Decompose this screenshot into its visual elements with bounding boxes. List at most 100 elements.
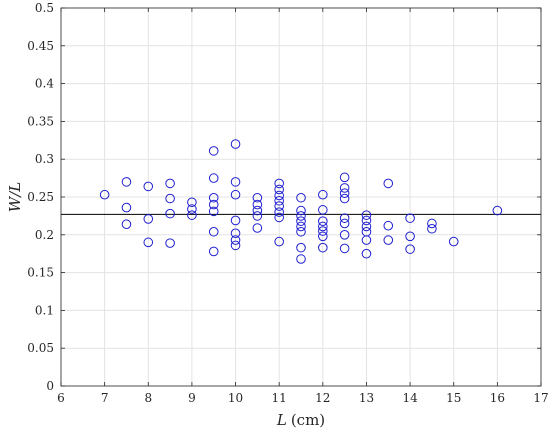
x-tick-label: 17 xyxy=(533,391,548,405)
data-point xyxy=(383,235,394,245)
data-point xyxy=(339,172,350,183)
data-point xyxy=(274,195,284,206)
data-point xyxy=(99,189,110,200)
plot-frame xyxy=(60,7,542,387)
y-tick-label: 0.1 xyxy=(35,303,54,317)
data-point xyxy=(252,192,263,203)
data-point xyxy=(121,219,132,230)
data-point xyxy=(208,246,219,257)
data-point xyxy=(165,208,175,219)
data-point xyxy=(318,242,328,253)
data-point xyxy=(427,218,437,229)
data-point xyxy=(296,205,306,216)
data-point xyxy=(296,254,306,264)
data-point xyxy=(361,248,372,259)
y-axis-title: W/L xyxy=(6,182,24,212)
y-tick-label: 0.15 xyxy=(27,266,54,280)
data-point xyxy=(296,216,306,226)
data-point xyxy=(230,228,241,239)
data-point xyxy=(405,231,415,242)
data-point xyxy=(339,193,350,204)
data-point xyxy=(274,207,284,217)
y-tick-label: 0.2 xyxy=(35,228,54,242)
data-point xyxy=(165,178,175,189)
data-point xyxy=(427,223,437,234)
data-point xyxy=(318,226,328,236)
data-point xyxy=(296,226,306,237)
x-tick-label: 10 xyxy=(228,391,243,405)
data-point xyxy=(252,205,263,216)
x-tick-label: 14 xyxy=(402,391,418,405)
data-point xyxy=(383,178,394,189)
x-tick-label: 11 xyxy=(272,391,287,405)
data-point xyxy=(274,212,284,223)
data-point xyxy=(405,244,415,254)
data-point xyxy=(318,231,328,242)
data-point xyxy=(274,201,284,211)
data-point xyxy=(339,243,350,254)
x-tick-label: 7 xyxy=(101,391,109,405)
data-point xyxy=(187,210,197,220)
data-point xyxy=(361,235,372,245)
data-point xyxy=(208,199,219,210)
data-point xyxy=(165,193,175,204)
data-point xyxy=(296,242,306,253)
data-point xyxy=(383,220,394,231)
y-tick-label: 0 xyxy=(46,379,54,393)
data-point xyxy=(361,215,372,226)
data-point xyxy=(318,216,328,226)
data-point xyxy=(296,192,306,203)
x-axis-unit: (cm) xyxy=(291,411,325,429)
data-point xyxy=(143,237,154,248)
data-point xyxy=(230,240,241,251)
grid xyxy=(60,7,542,387)
data-point xyxy=(208,226,219,237)
y-tick-label: 0.05 xyxy=(27,341,54,355)
data-point xyxy=(143,214,154,224)
data-point xyxy=(187,204,197,214)
data-point xyxy=(274,236,284,247)
data-point xyxy=(252,199,263,210)
y-tick-label: 0.5 xyxy=(35,1,54,15)
data-point xyxy=(187,197,197,208)
y-tick-label: 0.4 xyxy=(35,77,54,91)
data-point xyxy=(296,211,306,221)
x-tick-label: 6 xyxy=(57,391,65,405)
x-tick-label: 13 xyxy=(359,391,374,405)
data-point xyxy=(230,177,241,187)
y-tick-label: 0.35 xyxy=(27,114,54,128)
data-point xyxy=(208,173,219,183)
data-point xyxy=(296,221,306,232)
data-point xyxy=(318,205,328,215)
data-point xyxy=(339,183,350,193)
data-point xyxy=(165,238,175,248)
data-point xyxy=(492,205,503,216)
data-point xyxy=(230,215,241,226)
data-point xyxy=(361,221,372,232)
data-point xyxy=(230,139,241,149)
data-point xyxy=(274,184,284,195)
data-point xyxy=(230,189,241,200)
x-tick-label: 15 xyxy=(446,391,461,405)
y-tick-label: 0.45 xyxy=(27,39,54,53)
data-point xyxy=(208,146,219,156)
x-tick-label: 12 xyxy=(315,391,330,405)
data-point xyxy=(405,213,415,223)
data-point xyxy=(339,213,350,223)
data-point xyxy=(252,211,263,221)
data-point xyxy=(274,190,284,201)
y-tick-label: 0.25 xyxy=(27,190,54,204)
data-point xyxy=(208,192,219,203)
data-point xyxy=(121,177,132,187)
y-tick-label: 0.3 xyxy=(35,152,54,166)
data-point xyxy=(121,202,132,213)
x-axis-title: L (cm) xyxy=(276,411,325,429)
data-point xyxy=(143,181,154,192)
data-point xyxy=(448,236,459,247)
x-tick-label: 8 xyxy=(144,391,152,405)
data-point xyxy=(318,221,328,232)
data-point xyxy=(339,188,350,199)
data-point xyxy=(318,189,328,200)
y-tick-labels: 0 0.05 0.1 0.15 0.2 0.25 0.3 0.35 0.4 0.45 0.5 xyxy=(27,1,54,393)
